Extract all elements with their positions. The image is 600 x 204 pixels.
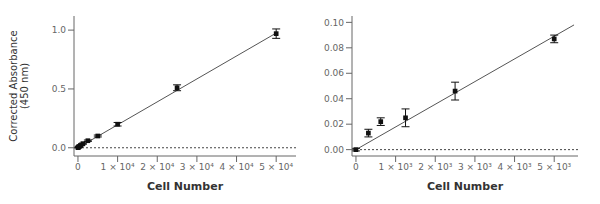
svg-text:5 × 10⁴: 5 × 10⁴ bbox=[259, 162, 293, 172]
svg-text:1.0: 1.0 bbox=[52, 25, 67, 35]
svg-text:0.10: 0.10 bbox=[324, 18, 344, 28]
svg-text:0.5: 0.5 bbox=[52, 84, 66, 94]
svg-text:0.02: 0.02 bbox=[324, 119, 344, 129]
svg-text:0.06: 0.06 bbox=[324, 68, 344, 78]
svg-text:Cell Number: Cell Number bbox=[147, 180, 224, 193]
svg-text:3 × 10³: 3 × 10³ bbox=[458, 162, 492, 172]
svg-text:0: 0 bbox=[353, 162, 359, 172]
svg-text:1 × 10⁴: 1 × 10⁴ bbox=[101, 162, 135, 172]
svg-text:0.08: 0.08 bbox=[324, 43, 344, 53]
svg-text:0.04: 0.04 bbox=[324, 94, 344, 104]
svg-text:0: 0 bbox=[75, 162, 81, 172]
svg-text:1 × 10³: 1 × 10³ bbox=[379, 162, 413, 172]
svg-text:0.0: 0.0 bbox=[52, 143, 67, 153]
svg-text:5 × 10³: 5 × 10³ bbox=[537, 162, 571, 172]
svg-text:0.00: 0.00 bbox=[324, 145, 344, 155]
svg-text:Corrected Absorbance(450 nm): Corrected Absorbance(450 nm) bbox=[8, 30, 30, 141]
svg-text:2 × 10⁴: 2 × 10⁴ bbox=[140, 162, 174, 172]
svg-text:4 × 10⁴: 4 × 10⁴ bbox=[220, 162, 254, 172]
svg-text:4 × 10³: 4 × 10³ bbox=[498, 162, 532, 172]
svg-text:2 × 10³: 2 × 10³ bbox=[418, 162, 452, 172]
svg-text:Cell Number: Cell Number bbox=[427, 180, 504, 193]
svg-text:3 × 10⁴: 3 × 10⁴ bbox=[180, 162, 214, 172]
